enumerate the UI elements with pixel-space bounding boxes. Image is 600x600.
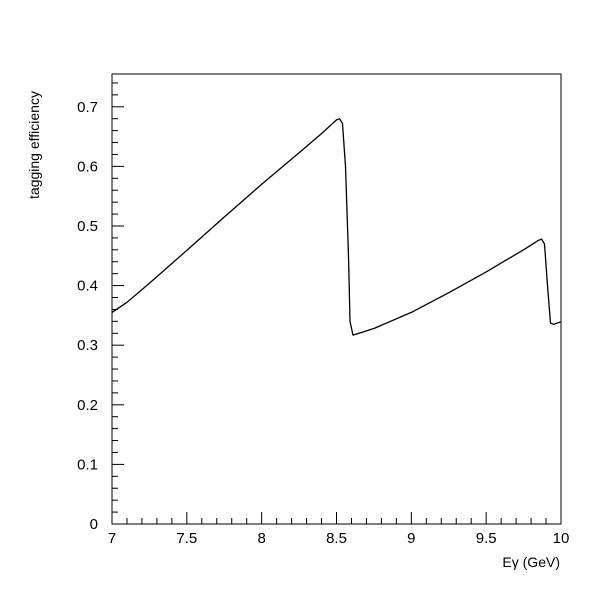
x-axis-label: Eγ (GeV): [502, 554, 560, 570]
y-tick-label: 0.1: [77, 456, 98, 473]
series-line: [111, 118, 562, 336]
x-tick-label: 7: [108, 530, 116, 547]
y-tick-label: 0.4: [77, 278, 98, 295]
y-tick-label: 0: [90, 516, 98, 533]
plot-area: 7 7.5 8 8.5 9 9.5 10 0 0.1 0.2 0.3 0.4 0.5 0.6 0.7: [77, 73, 570, 547]
y-tick-label: 0.6: [77, 158, 98, 175]
y-tick-label: 0.5: [77, 218, 98, 235]
x-tick-label: 9.5: [476, 530, 497, 547]
y-axis-label: tagging efficiency: [26, 91, 42, 199]
x-tick-label: 8.5: [326, 530, 347, 547]
y-tick-label: 0.2: [77, 397, 98, 414]
x-tick-label: 9: [407, 530, 415, 547]
y-tick-label: 0.7: [77, 99, 98, 116]
x-tick-label: 8: [257, 530, 265, 547]
x-tick-label: 10: [553, 530, 570, 547]
y-tick-label: 0.3: [77, 337, 98, 354]
x-tick-label: 7.5: [176, 530, 197, 547]
